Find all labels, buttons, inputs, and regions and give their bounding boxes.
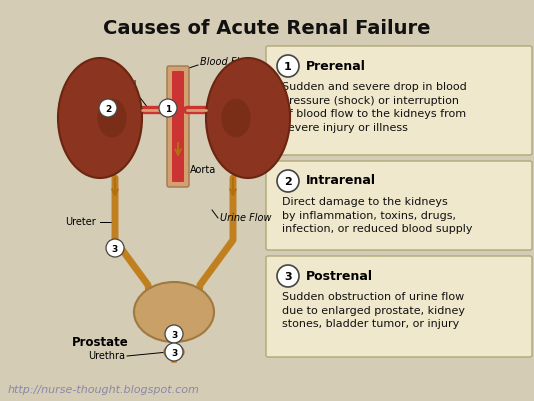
Text: Intrarenal: Intrarenal xyxy=(306,174,376,188)
Ellipse shape xyxy=(206,58,290,178)
Text: Urethra: Urethra xyxy=(88,351,125,361)
Text: Renal
Artery: Renal Artery xyxy=(108,80,136,100)
Circle shape xyxy=(165,343,183,361)
Text: 3: 3 xyxy=(171,330,177,340)
FancyBboxPatch shape xyxy=(266,46,532,155)
Text: Sudden and severe drop in blood
pressure (shock) or interruption
of blood flow t: Sudden and severe drop in blood pressure… xyxy=(282,82,467,133)
Text: 3: 3 xyxy=(112,245,118,253)
Text: 3: 3 xyxy=(284,272,292,282)
Circle shape xyxy=(159,99,177,117)
Text: Urine Flow: Urine Flow xyxy=(220,213,271,223)
Text: Blood Flow: Blood Flow xyxy=(200,57,253,67)
Text: Prostate: Prostate xyxy=(72,336,129,348)
Circle shape xyxy=(106,239,124,257)
Text: Kidney: Kidney xyxy=(80,121,120,131)
Ellipse shape xyxy=(134,282,214,342)
Text: 2: 2 xyxy=(284,177,292,187)
Ellipse shape xyxy=(58,58,142,178)
Text: Bladder: Bladder xyxy=(151,310,197,320)
Text: 3: 3 xyxy=(171,348,177,358)
Text: Prerenal: Prerenal xyxy=(306,59,366,73)
Text: 1: 1 xyxy=(165,105,171,113)
Text: Postrenal: Postrenal xyxy=(306,269,373,282)
Ellipse shape xyxy=(97,99,127,138)
FancyBboxPatch shape xyxy=(266,161,532,250)
Text: Sudden obstruction of urine flow
due to enlarged prostate, kidney
stones, bladde: Sudden obstruction of urine flow due to … xyxy=(282,292,465,329)
Circle shape xyxy=(277,265,299,287)
Text: Causes of Acute Renal Failure: Causes of Acute Renal Failure xyxy=(103,18,431,38)
Text: Aorta: Aorta xyxy=(190,165,216,175)
Text: http://nurse-thought.blogspot.com: http://nurse-thought.blogspot.com xyxy=(8,385,200,395)
Text: Ureter: Ureter xyxy=(65,217,96,227)
Circle shape xyxy=(277,170,299,192)
FancyBboxPatch shape xyxy=(167,66,189,187)
Circle shape xyxy=(277,55,299,77)
Ellipse shape xyxy=(221,99,250,138)
FancyBboxPatch shape xyxy=(266,256,532,357)
Text: 1: 1 xyxy=(284,62,292,72)
Text: 2: 2 xyxy=(105,105,111,113)
Circle shape xyxy=(99,99,117,117)
Ellipse shape xyxy=(164,345,184,359)
Text: Direct damage to the kidneys
by inflammation, toxins, drugs,
infection, or reduc: Direct damage to the kidneys by inflamma… xyxy=(282,197,473,234)
Circle shape xyxy=(165,325,183,343)
FancyBboxPatch shape xyxy=(172,71,184,182)
